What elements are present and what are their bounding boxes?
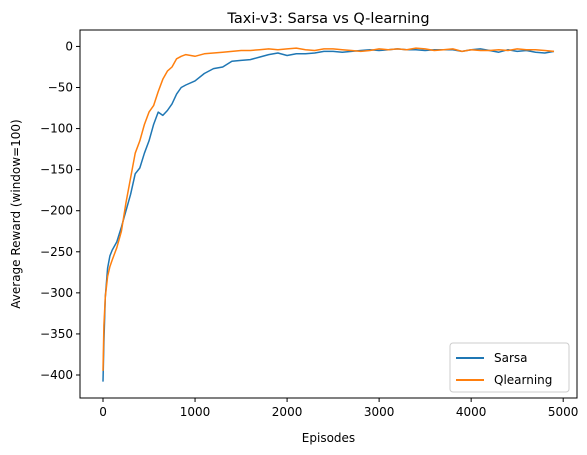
y-axis-title: Average Reward (window=100): [9, 119, 23, 308]
y-tick-label: −250: [40, 245, 73, 259]
series-line-qlearning: [102, 47, 555, 371]
y-tick-label: −400: [40, 368, 73, 382]
x-tick-label: 3000: [364, 405, 395, 419]
x-axis-ticks: 0 1000 2000 3000 4000 5000: [99, 398, 578, 419]
series-layer: [102, 47, 555, 382]
y-axis-ticks: 0 −50 −100 −150 −200 −250 −300 −350 −400: [40, 39, 80, 382]
y-tick-label: −300: [40, 286, 73, 300]
y-tick-label: −350: [40, 327, 73, 341]
y-tick-label: 0: [65, 39, 73, 53]
x-axis-title: Episodes: [302, 431, 355, 445]
y-tick-label: −200: [40, 204, 73, 218]
legend: Sarsa Qlearning: [449, 342, 570, 393]
plot-frame: [79, 29, 578, 399]
y-tick-label: −100: [40, 122, 73, 136]
x-tick-label: 2000: [272, 405, 303, 419]
y-tick-label: −50: [48, 81, 73, 95]
x-tick-label: 0: [99, 405, 107, 419]
chart-title: Taxi-v3: Sarsa vs Q-learning: [226, 11, 429, 27]
legend-label-qlearning: Qlearning: [494, 373, 552, 387]
legend-label-sarsa: Sarsa: [494, 351, 528, 365]
x-tick-label: 5000: [548, 405, 579, 419]
y-tick-label: −150: [40, 163, 73, 177]
x-tick-label: 1000: [180, 405, 211, 419]
x-tick-label: 4000: [456, 405, 487, 419]
